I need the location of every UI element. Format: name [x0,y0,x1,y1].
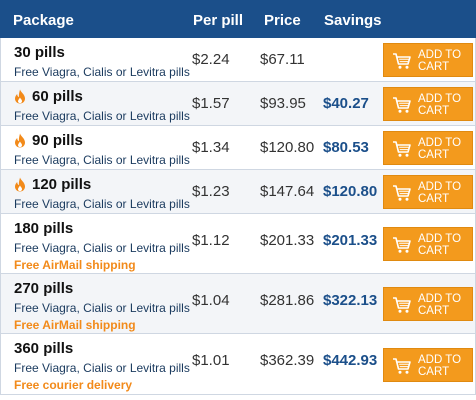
package-bonus: Free Viagra, Cialis or Levitra pills [14,361,190,375]
hot-deal-flame-icon [14,133,26,148]
table-row: 90 pills Free Viagra, Cialis or Levitra p… [0,126,476,170]
table-header: Package Per pill Price Savings [0,0,476,38]
table-row: 270 pills Free Viagra, Cialis or Levitra … [0,274,476,334]
package-name: 270 pills [14,280,73,297]
package-shipping: Free AirMail shipping [14,258,136,272]
add-to-cart-label: ADD TO CART [418,354,462,378]
package-savings: $322.13 [323,292,378,309]
package-price: $120.80 [260,139,315,156]
package-label: 30 pills [14,44,65,61]
package-name: 90 pills [14,132,83,149]
package-price: $362.39 [260,352,315,369]
package-bonus: Free Viagra, Cialis or Levitra pills [14,153,190,167]
package-price: $201.33 [260,232,315,249]
package-name: 180 pills [14,220,73,237]
add-to-cart-label: ADD TO CART [418,293,462,317]
package-savings: $40.27 [323,95,369,112]
package-label: 60 pills [32,88,83,105]
package-bonus: Free Viagra, Cialis or Levitra pills [14,241,190,255]
header-package: Package [13,12,74,29]
table-row: 180 pills Free Viagra, Cialis or Levitra … [0,214,476,274]
package-savings: $201.33 [323,232,378,249]
add-to-cart-button[interactable]: ADD TO CART [383,227,473,261]
shopping-cart-icon [392,236,412,254]
table-row: 60 pills Free Viagra, Cialis or Levitra p… [0,82,476,126]
shopping-cart-icon [392,52,412,70]
per-pill-price: $1.23 [192,183,230,200]
add-to-cart-label: ADD TO CART [418,181,462,205]
add-to-cart-label: ADD TO CART [418,93,462,117]
package-savings: $120.80 [323,183,378,200]
package-name: 120 pills [14,176,91,193]
package-label: 360 pills [14,340,74,357]
table-row: 360 pills Free Viagra, Cialis or Levitra … [0,334,476,395]
package-shipping: Free AirMail shipping [14,318,136,332]
per-pill-price: $1.04 [192,292,230,309]
package-bonus: Free Viagra, Cialis or Levitra pills [14,109,190,123]
package-name: 30 pills [14,44,65,61]
add-to-cart-button[interactable]: ADD TO CART [383,131,473,165]
package-label: 180 pills [14,220,74,237]
add-to-cart-label: ADD TO CART [418,49,462,73]
shopping-cart-icon [392,296,412,314]
shopping-cart-icon [392,96,412,114]
package-label: 90 pills [32,132,83,149]
package-bonus: Free Viagra, Cialis or Levitra pills [14,197,190,211]
package-bonus: Free Viagra, Cialis or Levitra pills [14,65,190,79]
add-to-cart-label: ADD TO CART [418,233,462,257]
add-to-cart-button[interactable]: ADD TO CART [383,175,473,209]
per-pill-price: $1.01 [192,352,230,369]
shopping-cart-icon [392,357,412,375]
package-label: 120 pills [32,176,92,193]
package-price: $281.86 [260,292,315,309]
package-savings: $442.93 [323,352,378,369]
add-to-cart-button[interactable]: ADD TO CART [383,348,473,382]
package-shipping: Free courier delivery [14,378,133,392]
add-to-cart-label: ADD TO CART [418,137,462,161]
add-to-cart-button[interactable]: ADD TO CART [383,287,473,321]
package-name: 360 pills [14,340,73,357]
per-pill-price: $1.12 [192,232,230,249]
package-price: $93.95 [260,95,306,112]
package-bonus: Free Viagra, Cialis or Levitra pills [14,301,190,315]
table-row: 120 pills Free Viagra, Cialis or Levitra … [0,170,476,214]
per-pill-price: $1.57 [192,95,230,112]
hot-deal-flame-icon [14,89,26,104]
table-row: 30 pills Free Viagra, Cialis or Levitra p… [0,38,476,82]
shopping-cart-icon [392,140,412,158]
shopping-cart-icon [392,184,412,202]
per-pill-price: $1.34 [192,139,230,156]
add-to-cart-button[interactable]: ADD TO CART [383,87,473,121]
header-savings: Savings [324,12,382,29]
package-savings: $80.53 [323,139,369,156]
per-pill-price: $2.24 [192,51,230,68]
header-price: Price [264,12,301,29]
header-per-pill: Per pill [193,12,244,29]
package-price: $67.11 [260,51,305,68]
package-price: $147.64 [260,183,315,200]
package-label: 270 pills [14,280,74,297]
package-name: 60 pills [14,88,83,105]
hot-deal-flame-icon [14,177,26,192]
add-to-cart-button[interactable]: ADD TO CART [383,43,473,77]
